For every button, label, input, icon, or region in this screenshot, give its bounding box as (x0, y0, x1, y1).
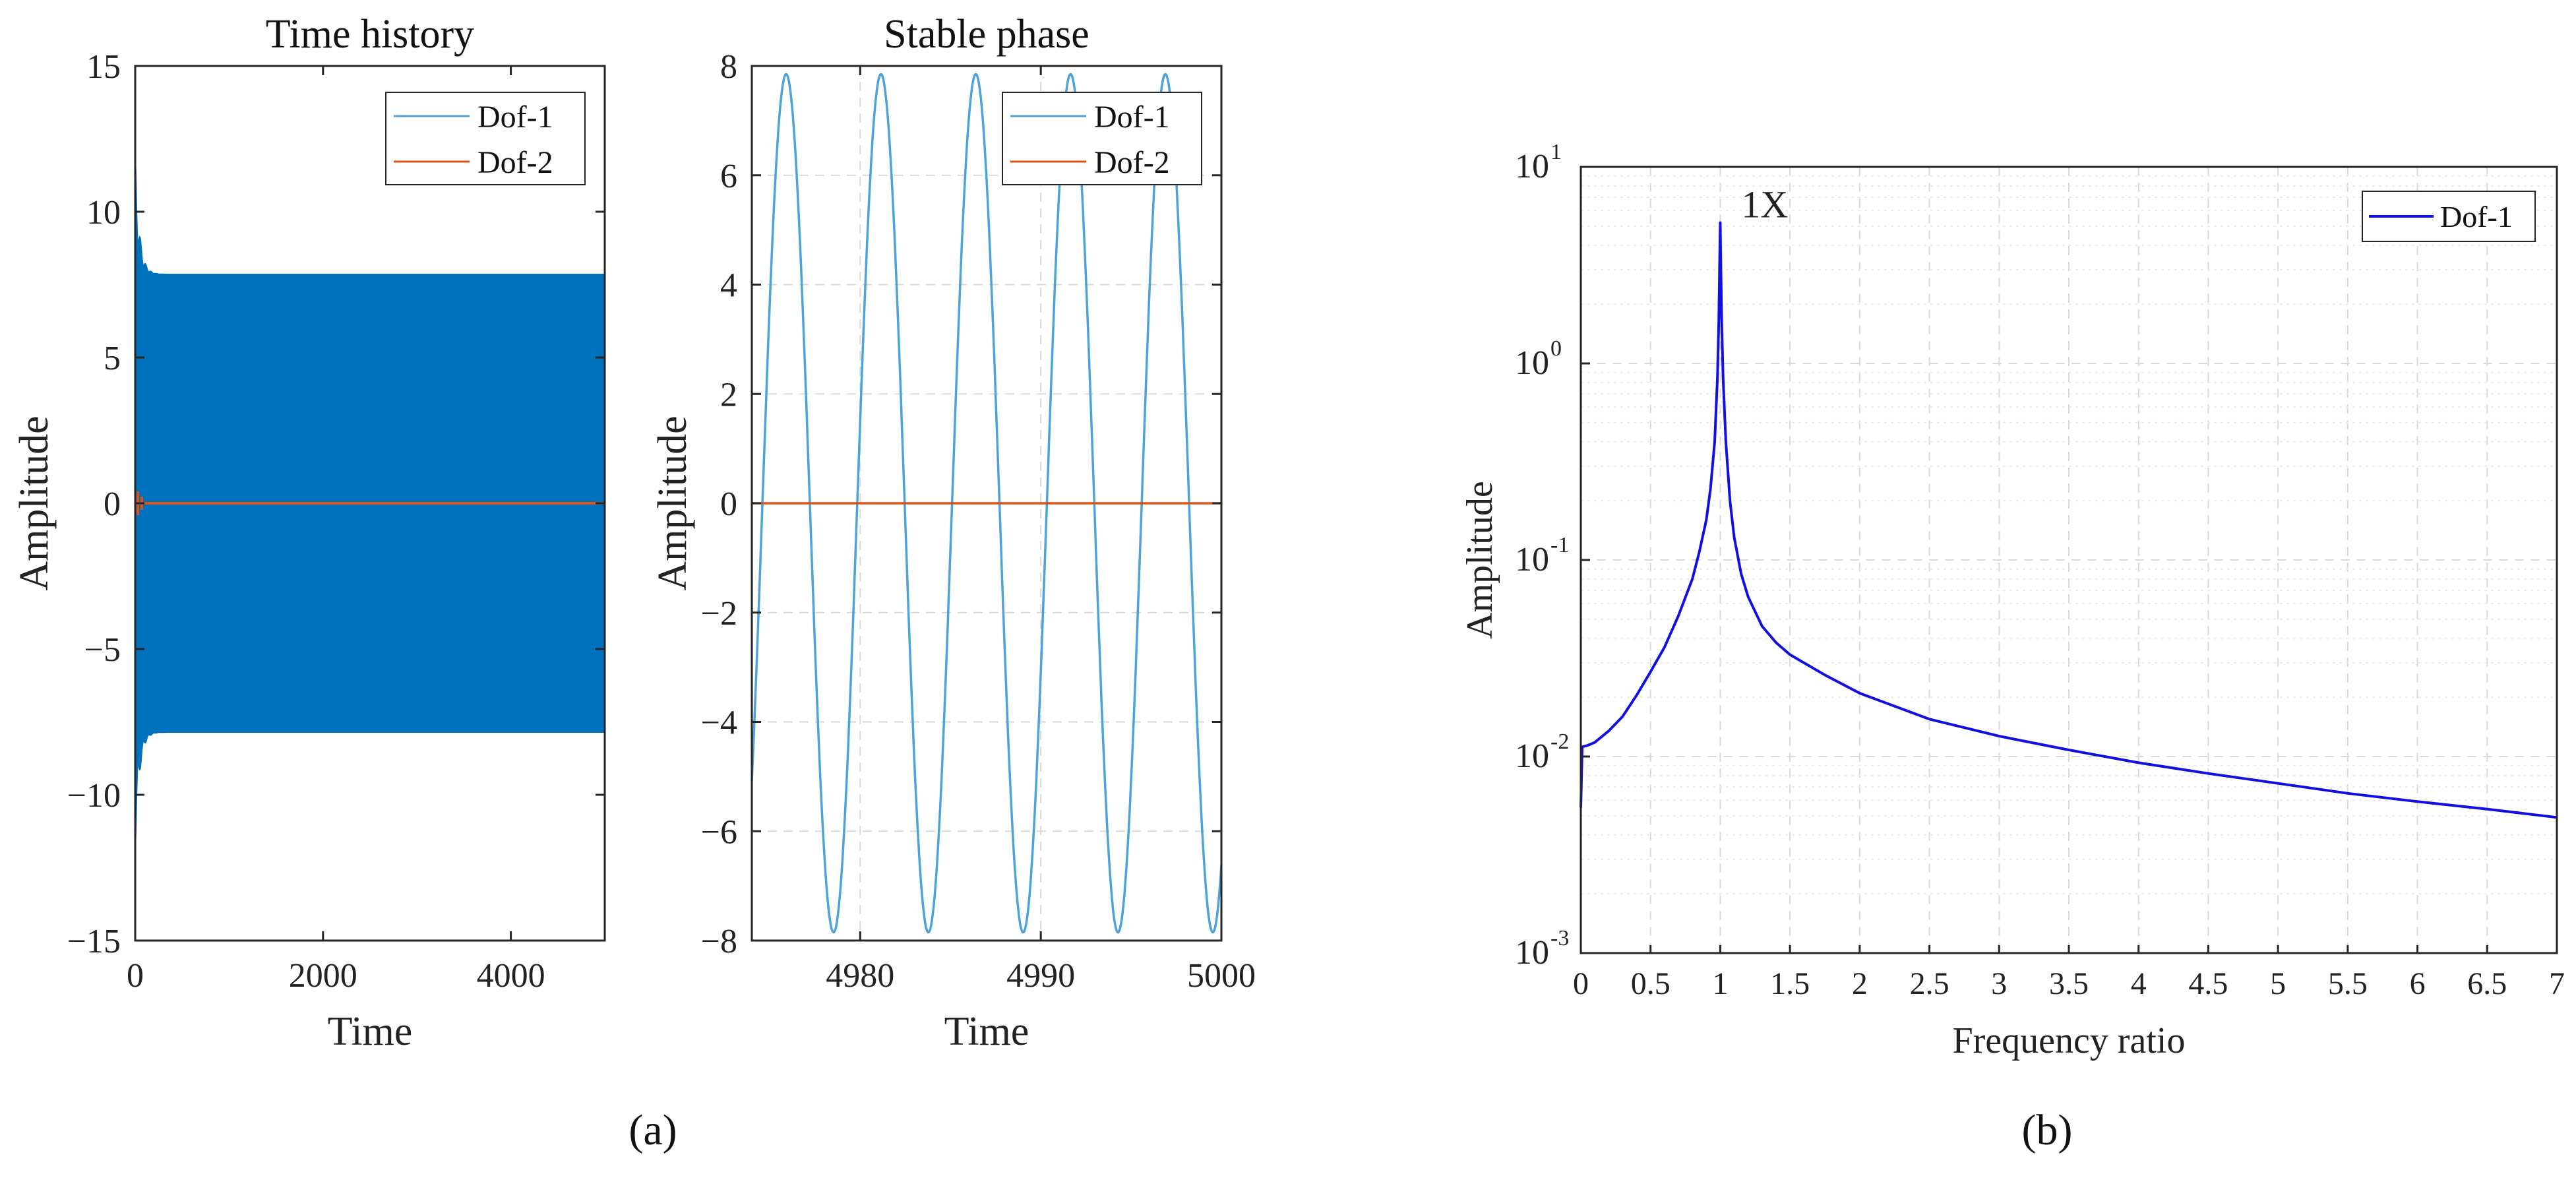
legend-label-dof-2: Dof-2 (1094, 145, 1170, 180)
axis-ticks: 0 2000 4000 −15 −10 −5 0 5 10 15 (67, 48, 605, 995)
y-tick-label: −6 (701, 813, 737, 851)
y-tick-label: −15 (67, 923, 121, 960)
x-tick-label: 7 (2549, 966, 2565, 1001)
y-tick-label: −10 (67, 777, 121, 815)
x-tick-label: 2000 (289, 957, 357, 995)
x-tick-label: 4990 (1006, 957, 1075, 995)
x-tick-label: 1 (1712, 966, 1728, 1001)
plot-series (135, 153, 605, 853)
y-tick-label: 10 (1515, 541, 1549, 578)
x-axis-label: Time (328, 1009, 413, 1054)
x-tick-label: 2 (1852, 966, 1868, 1001)
legend-label-dof-1: Dof-1 (477, 100, 553, 135)
x-tick-label: 4.5 (2188, 966, 2228, 1001)
plot-series (1579, 221, 2558, 819)
legend-label-dof-1: Dof-1 (2440, 200, 2513, 233)
y-tick-label: 0 (720, 485, 737, 523)
grid (1581, 167, 2557, 953)
x-tick-label: 0 (127, 957, 144, 995)
y-tick-label: −8 (701, 923, 737, 960)
series-dof-1 (751, 73, 1223, 934)
y-tick-label: −2 (701, 595, 737, 633)
legend-label-dof-1: Dof-1 (1094, 100, 1170, 135)
x-tick-label: 4 (2131, 966, 2147, 1001)
y-axis-label: Amplitude (12, 416, 57, 590)
x-tick-label: 0 (1573, 966, 1589, 1001)
chart-title: Stable phase (884, 12, 1089, 57)
x-tick-label: 6 (2410, 966, 2426, 1001)
axis-ticks: 4980 4990 5000 −8 −6 −4 −2 0 2 4 6 8 (701, 48, 1256, 995)
y-tick-label: −4 (701, 704, 737, 742)
x-tick-label: 4000 (477, 957, 545, 995)
y-axis-label: Amplitude (650, 416, 695, 590)
legend: Dof-1 Dof-2 (1002, 92, 1202, 185)
panel-label-b: (b) (2022, 1106, 2073, 1154)
x-tick-label: 1.5 (1770, 966, 1810, 1001)
x-tick-label: 2.5 (1910, 966, 1949, 1001)
chart-frequency-response: 0 0.5 1 1.5 2 2.5 3 3.5 4 4.5 5 5.5 6 6.5 710 -310 -210-… (1459, 140, 2565, 1061)
y-tick-label: 10 (1515, 344, 1549, 382)
y-tick-label: −5 (84, 631, 121, 669)
y-tick-label: 6 (720, 158, 737, 195)
y-tick-label: 10 (1515, 148, 1549, 185)
y-tick-label: 0 (104, 485, 121, 523)
y-tick-exponent: -2 (1550, 729, 1569, 754)
panel-label-a: (a) (629, 1106, 677, 1154)
x-axis-label: Frequency ratio (1953, 1020, 2186, 1061)
y-tick-label: 8 (720, 48, 737, 86)
y-tick-label: 2 (720, 376, 737, 414)
y-axis-label: Amplitude (1459, 481, 1500, 639)
y-tick-exponent: -3 (1550, 926, 1569, 950)
x-tick-label: 5 (2270, 966, 2286, 1001)
chart-title: Time history (266, 12, 474, 57)
y-tick-label: 10 (86, 194, 121, 232)
x-tick-label: 6.5 (2467, 966, 2507, 1001)
y-tick-label: 5 (104, 340, 121, 377)
y-tick-label: 10 (1515, 737, 1549, 775)
y-tick-exponent: 0 (1550, 336, 1562, 361)
y-tick-exponent: 1 (1550, 140, 1562, 164)
x-tick-label: 5000 (1187, 957, 1256, 995)
series-dof-1 (1579, 221, 2558, 819)
peak-annotation: 1X (1741, 183, 1788, 226)
x-tick-label: 3.5 (2049, 966, 2089, 1001)
plot-series (751, 73, 1223, 934)
x-tick-label: 3 (1991, 966, 2007, 1001)
legend: Dof-1 (2362, 191, 2536, 242)
x-tick-label: 4980 (826, 957, 894, 995)
y-tick-label: 10 (1515, 934, 1549, 972)
y-tick-label: 4 (720, 267, 737, 305)
legend-label-dof-2: Dof-2 (477, 145, 553, 180)
legend: Dof-1 Dof-2 (385, 92, 586, 185)
chart-stable-phase: 4980 4990 5000 −8 −6 −4 −2 0 2 4 6 8 Stable phase T… (650, 12, 1256, 1054)
x-tick-label: 0.5 (1631, 966, 1671, 1001)
y-tick-label: 15 (86, 48, 121, 86)
x-axis-label: Time (944, 1009, 1029, 1054)
chart-time-history: 0 2000 4000 −15 −10 −5 0 5 10 15 Time history Tim… (12, 12, 606, 1054)
axis-ticks: 0 0.5 1 1.5 2 2.5 3 3.5 4 4.5 5 5.5 6 6.5 710 -310 -210-… (1515, 140, 2565, 1001)
y-tick-exponent: -1 (1550, 533, 1569, 557)
x-tick-label: 5.5 (2328, 966, 2368, 1001)
